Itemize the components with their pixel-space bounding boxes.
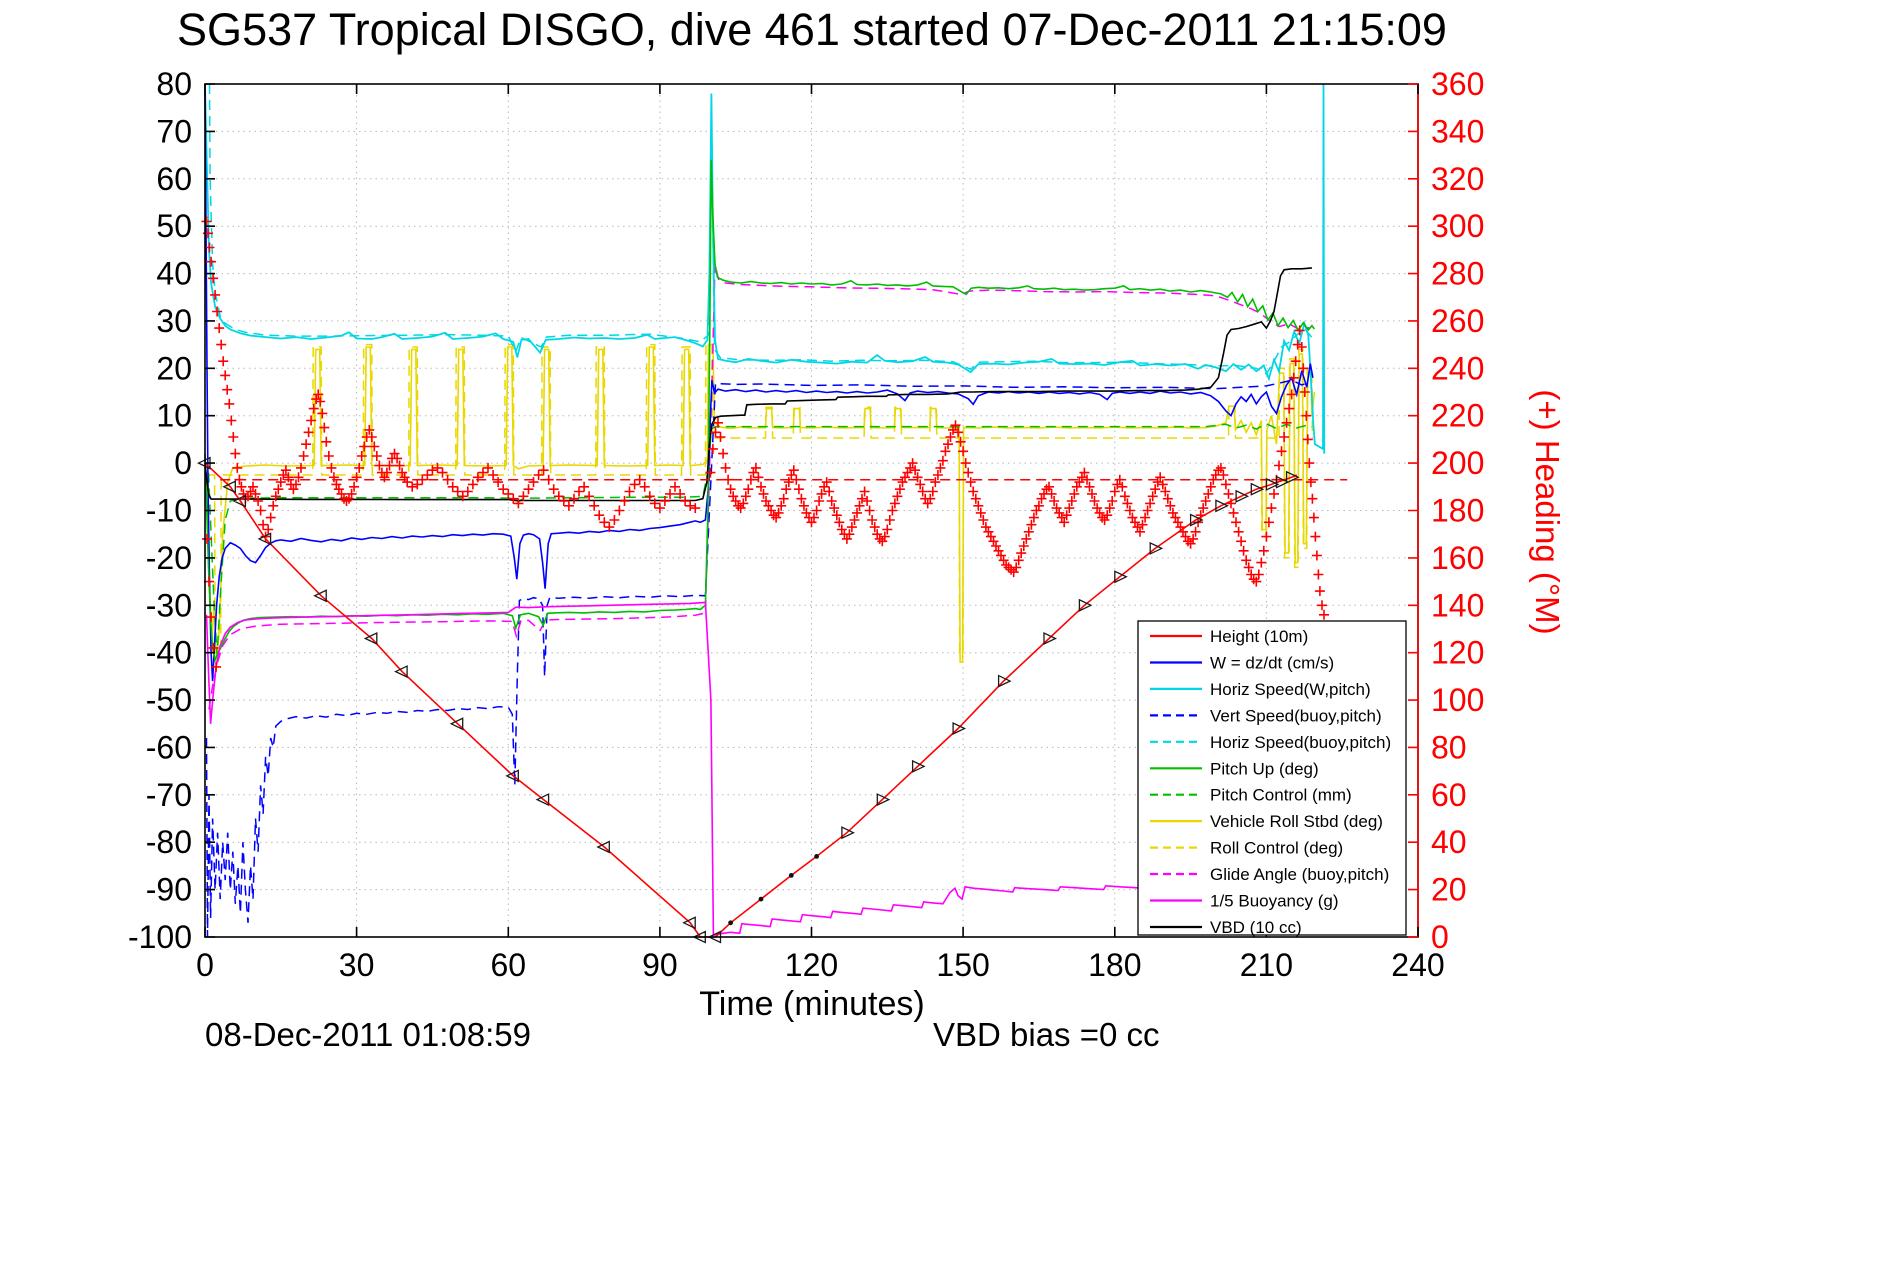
y-tick-label-right: 0 <box>1431 919 1449 955</box>
chart-title: SG537 Tropical DISGO, dive 461 started 0… <box>177 4 1447 55</box>
legend-label: Pitch Control (mm) <box>1210 786 1352 805</box>
y-tick-label-left: -100 <box>128 919 192 955</box>
y-tick-label-right: 300 <box>1431 208 1484 244</box>
heading-scatter <box>201 216 1329 672</box>
y-tick-label-right: 100 <box>1431 682 1484 718</box>
series-pitch-control <box>207 422 1313 656</box>
x-axis-label: Time (minutes) <box>699 985 924 1023</box>
y-tick-label-left: -70 <box>146 777 192 813</box>
legend-label: W = dz/dt (cm/s) <box>1210 654 1334 673</box>
right-axis-ticks <box>1408 83 1418 938</box>
legend-label: Horiz Speed(W,pitch) <box>1210 680 1371 699</box>
y-tick-label-right: 120 <box>1431 635 1484 671</box>
y-tick-label-left: 30 <box>156 303 192 339</box>
legend-label: Height (10m) <box>1210 627 1308 646</box>
x-tick-label: 0 <box>196 947 214 983</box>
y-tick-label-right: 60 <box>1431 777 1467 813</box>
y-tick-label-right: 20 <box>1431 872 1467 908</box>
y-tick-label-right: 40 <box>1431 824 1467 860</box>
y-tick-label-right: 160 <box>1431 540 1484 576</box>
x-tick-label: 180 <box>1088 947 1141 983</box>
legend: Height (10m) W = dz/dt (cm/s) Horiz Speed(… <box>1137 620 1407 937</box>
series-vehicle-roll <box>204 343 1316 663</box>
y-tick-label-right: 140 <box>1431 587 1484 623</box>
y-tick-label-right: 220 <box>1431 398 1484 434</box>
series-height <box>204 462 1298 938</box>
legend-label: Pitch Up (deg) <box>1210 759 1319 778</box>
legend-label: Glide Angle (buoy,pitch) <box>1210 865 1389 884</box>
height-dot <box>728 920 733 926</box>
y-tick-label-left: 60 <box>156 161 192 197</box>
y-tick-label-right: 180 <box>1431 493 1484 529</box>
legend-label: Roll Control (deg) <box>1210 839 1343 858</box>
y-tick-label-left: -10 <box>146 493 192 529</box>
y-tick-label-left: -80 <box>146 824 192 860</box>
y-tick-label-left: 10 <box>156 398 192 434</box>
height-markers <box>196 456 1300 944</box>
legend-label: Horiz Speed(buoy,pitch) <box>1210 733 1391 752</box>
x-tick-label: 30 <box>339 947 375 983</box>
legend-label: VBD (10 cc) <box>1210 918 1302 937</box>
series-horiz-speed-buoy <box>208 83 1313 376</box>
y-tick-label-right: 260 <box>1431 303 1484 339</box>
series-buoyancy <box>205 601 1310 937</box>
y-tick-label-left: -50 <box>146 682 192 718</box>
legend-box <box>1137 620 1407 936</box>
y-tick-label-right: 200 <box>1431 445 1484 481</box>
series-vert-speed-buoy <box>205 379 1310 938</box>
y-tick-label-right: 360 <box>1431 66 1484 102</box>
legend-label: Vert Speed(buoy,pitch) <box>1210 706 1382 725</box>
y-tick-label-right: 280 <box>1431 256 1484 292</box>
height-dot <box>814 854 819 859</box>
y-tick-label-left: -60 <box>146 729 192 765</box>
series-horiz-speed-w <box>204 83 1326 454</box>
grid <box>205 84 1418 937</box>
y-tick-label-left: 0 <box>174 445 192 481</box>
y-tick-label-left: 20 <box>156 350 192 386</box>
y-tick-label-left: -30 <box>146 587 192 623</box>
axis-ticks <box>204 83 1419 938</box>
footer-vbd-bias: VBD bias =0 cc <box>933 1016 1160 1053</box>
y-tick-label-left: 80 <box>156 66 192 102</box>
x-tick-label: 90 <box>642 947 678 983</box>
x-tick-label: 150 <box>936 947 989 983</box>
height-dot <box>758 896 764 902</box>
y-tick-label-right: 340 <box>1431 113 1484 149</box>
y-tick-label-right: 320 <box>1431 161 1484 197</box>
y-tick-label-left: 40 <box>156 256 192 292</box>
series-vbd <box>204 267 1312 502</box>
y-tick-label-right: 240 <box>1431 350 1484 386</box>
x-tick-label: 240 <box>1391 947 1444 983</box>
x-tick-label: 60 <box>491 947 527 983</box>
y-tick-label-left: -40 <box>146 635 192 671</box>
right-axis-label: (+) Heading (°M) <box>1529 389 1566 634</box>
y-tick-label-right: 80 <box>1431 729 1467 765</box>
y-tick-label-left: -90 <box>146 872 192 908</box>
legend-label: 1/5 Buoyancy (g) <box>1210 892 1339 911</box>
y-tick-label-left: -20 <box>146 540 192 576</box>
height-dot <box>788 873 794 878</box>
x-tick-label: 210 <box>1240 947 1293 983</box>
y-tick-label-left: 50 <box>156 208 192 244</box>
x-tick-label: 120 <box>785 947 838 983</box>
y-tick-label-left: 70 <box>156 113 192 149</box>
legend-label: Vehicle Roll Stbd (deg) <box>1210 812 1383 831</box>
footer-date: 08-Dec-2011 01:08:59 <box>205 1016 531 1053</box>
